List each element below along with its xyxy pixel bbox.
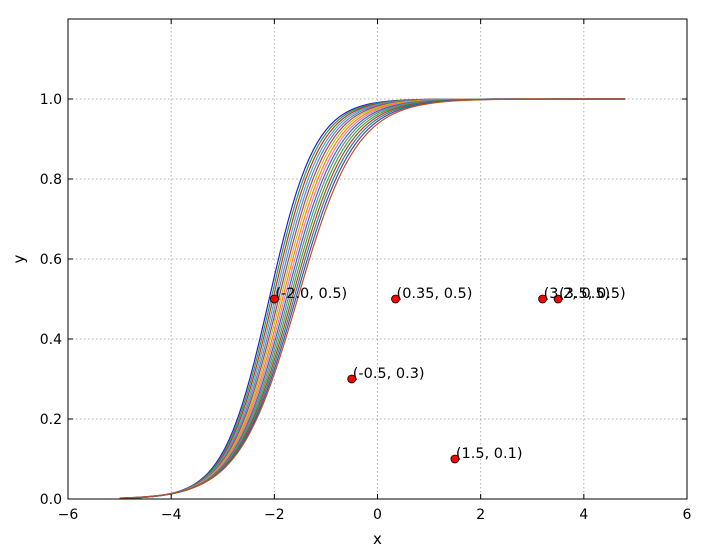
y-axis-label: y	[10, 254, 28, 263]
y-tick-label: 1.0	[40, 92, 62, 108]
x-tick-label: 0	[373, 507, 382, 523]
data-point-marker	[391, 294, 400, 304]
x-tick-label: −6	[58, 507, 79, 523]
data-point-label: (0.35, 0.5)	[397, 286, 473, 302]
data-point-label: (1.5, 0.1)	[456, 446, 523, 462]
data-point-marker	[347, 374, 357, 384]
data-point-marker	[450, 454, 460, 464]
data-point-marker	[538, 294, 547, 304]
y-tick-label: 0.8	[40, 172, 62, 188]
data-point-marker	[269, 294, 279, 304]
sigmoid-curve	[119, 98, 626, 499]
x-tick-label: −2	[264, 507, 285, 523]
data-point-label: (-0.5, 0.3)	[353, 366, 425, 382]
data-points: (-2.0, 0.5) (0.35, 0.5) (-0.5, 0.3) (1.5, 0…	[269, 286, 626, 464]
data-point-label: (3.5, 0.5)	[559, 286, 626, 302]
data-point-label: (3.2, 0.5)	[544, 286, 611, 302]
x-tick-label: 2	[476, 507, 485, 523]
curve-family	[119, 98, 626, 500]
x-axis-label: x	[373, 530, 382, 548]
x-tick-label: 6	[683, 507, 692, 523]
data-point-label: (-2.0, 0.5)	[275, 286, 347, 302]
axis-ticks: −6 −4 −2 0 2 4 6 0.0 0.2 0.4 0.6 0.8 1.0	[40, 19, 692, 523]
x-tick-label: −4	[161, 507, 182, 523]
y-tick-label: 0.4	[40, 332, 62, 348]
data-point-marker	[553, 294, 563, 304]
x-tick-label: 4	[579, 507, 588, 523]
grid-lines	[67, 19, 688, 500]
y-tick-label: 0.0	[40, 492, 62, 508]
y-tick-label: 0.6	[40, 252, 62, 268]
y-tick-label: 0.2	[40, 412, 62, 428]
